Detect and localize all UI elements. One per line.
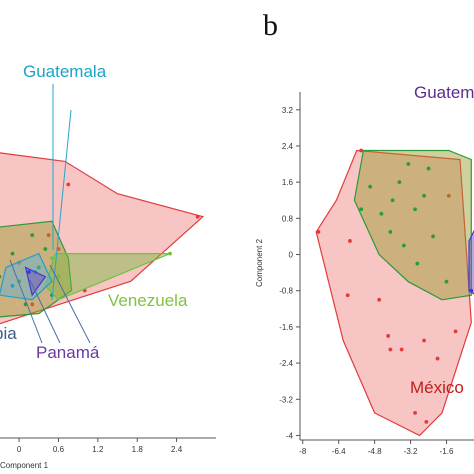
series-hull: [0, 152, 205, 325]
data-point: [43, 247, 48, 251]
data-point: [27, 270, 31, 274]
data-point: [397, 180, 402, 185]
series-hull: [0, 252, 53, 301]
data-point: [348, 239, 352, 243]
x-tick-label: 0.6: [53, 445, 65, 454]
data-point: [359, 207, 364, 212]
data-point: [388, 347, 393, 352]
data-point: [426, 166, 431, 171]
x-tick-label: 2.4: [171, 445, 183, 454]
data-point: [424, 420, 429, 424]
data-point: [49, 256, 54, 261]
data-point: [359, 148, 364, 153]
label-leader-line: [51, 109, 72, 301]
data-point: [422, 193, 426, 198]
data-point: [469, 288, 474, 293]
data-point: [10, 251, 15, 256]
data-point: [379, 211, 384, 216]
x-tick-label: -8: [299, 447, 307, 456]
data-point: [453, 329, 458, 334]
data-point: [345, 293, 350, 298]
country-label: bia: [0, 324, 17, 343]
data-point: [401, 243, 406, 248]
series-hull: [24, 266, 47, 297]
country-label: Panamá: [36, 343, 100, 362]
country-label: Guatem: [414, 83, 474, 102]
panel-label: b: [263, 9, 278, 42]
data-point: [386, 334, 391, 338]
data-point: [413, 410, 417, 415]
x-tick-label: -3.2: [404, 447, 418, 456]
x-axis-label: Component 1: [0, 461, 49, 470]
y-tick-label: -0.8: [279, 287, 293, 296]
x-tick-label: 1.8: [132, 445, 144, 454]
panel-a: 0 0.6 1.2 1.8 2.4 Component 1 Guatemala Venezue…: [0, 62, 216, 470]
data-point: [377, 297, 382, 302]
country-label: Guatemala: [23, 62, 107, 81]
x-tick-label: -1.6: [440, 447, 454, 456]
label-leader-line: [49, 264, 91, 344]
data-point: [399, 347, 404, 352]
y-tick-label: 1.6: [282, 178, 294, 187]
series-hull: [353, 149, 472, 301]
y-axis-label: Component 2: [255, 238, 264, 287]
data-point: [422, 338, 426, 343]
series-hull: [0, 220, 73, 318]
data-point: [413, 207, 417, 212]
x-tick-label: 0: [17, 445, 22, 454]
y-tick-label: 0.8: [282, 214, 294, 223]
data-point: [0, 274, 2, 279]
country-label: México: [410, 378, 464, 397]
label-leader-line: [29, 279, 61, 344]
y-tick-label: -4: [286, 431, 294, 440]
data-point: [66, 182, 71, 187]
series-hull: [315, 149, 472, 437]
data-point: [168, 251, 172, 256]
panel-b: -8 -6.4 -4.8 -3.2 -1.6 3.2 2.4 1.6 0.8 0 -0.8 -1.6 -…: [255, 9, 474, 456]
data-point: [195, 214, 200, 219]
data-point: [390, 198, 395, 203]
y-tick-label: -1.6: [279, 323, 293, 332]
x-tick-label: -6.4: [332, 447, 346, 456]
y-tick-label: 0: [289, 251, 294, 260]
data-point: [388, 230, 393, 234]
data-point: [406, 162, 411, 166]
data-point: [30, 233, 35, 238]
y-tick-label: -2.4: [279, 359, 293, 368]
data-point: [46, 233, 51, 238]
y-tick-label: -3.2: [279, 395, 293, 404]
data-point: [56, 274, 61, 279]
data-point: [368, 184, 373, 189]
data-point: [316, 230, 321, 234]
data-point: [415, 261, 420, 266]
data-point: [431, 234, 435, 239]
x-tick-label: -4.8: [368, 447, 382, 456]
label-leader-line: [9, 259, 43, 344]
data-point: [30, 302, 35, 307]
data-point: [36, 265, 41, 270]
country-label: Venezuela: [108, 291, 188, 310]
data-point: [10, 283, 15, 288]
x-tick-label: 1.2: [92, 445, 104, 454]
data-point: [446, 193, 451, 198]
y-tick-label: 3.2: [282, 106, 294, 115]
data-point: [444, 279, 449, 284]
y-tick-label: 2.4: [282, 142, 294, 151]
data-point: [435, 356, 440, 361]
